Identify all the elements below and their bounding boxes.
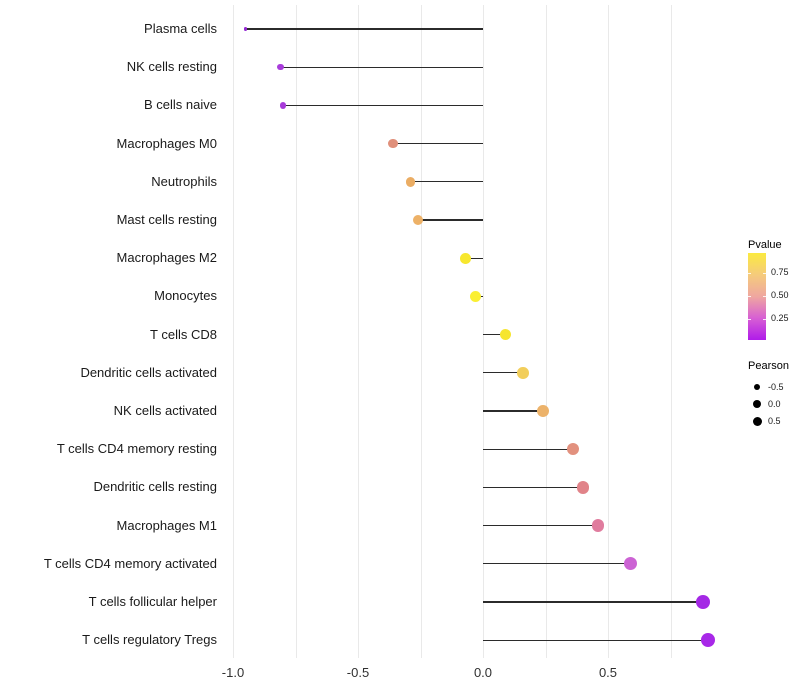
x-tick-label: 0.5 (598, 665, 618, 680)
colorbar-tick-label: 0.50 (771, 290, 789, 300)
lollipop-dot (499, 328, 512, 341)
lollipop-stem (393, 143, 483, 145)
pearson-legend-title: Pearson (748, 360, 789, 372)
lollipop-stem (410, 181, 483, 183)
y-axis-label: B cells naive (144, 97, 217, 113)
lollipop-stem (483, 601, 703, 603)
lollipop-dot (537, 405, 549, 417)
lollipop-dot (566, 443, 580, 456)
y-axis-label: Neutrophils (151, 173, 217, 189)
y-axis-label: Macrophages M0 (116, 135, 217, 151)
lollipop-dot (243, 27, 248, 31)
lollipop-stem (483, 486, 583, 488)
colorbar-tick-label: 0.25 (771, 313, 789, 323)
x-tick-label: 0.0 (473, 665, 493, 680)
gridline (295, 5, 297, 658)
lollipop-stem (483, 448, 573, 450)
pearson-key-label: 0.0 (768, 399, 781, 409)
lollipop-dot (701, 633, 715, 648)
lollipop-stem (418, 219, 483, 221)
colorbar-tick (748, 296, 751, 297)
lollipop-stem (483, 372, 523, 374)
lollipop-stem (483, 525, 598, 527)
lollipop-stem (483, 410, 543, 412)
gridline (608, 5, 609, 658)
lollipop-dot (413, 215, 423, 225)
y-axis-label: Plasma cells (144, 21, 217, 36)
lollipop-dot (388, 138, 398, 149)
y-axis-label: NK cells activated (113, 403, 217, 418)
x-tick-label: -1.0 (221, 665, 245, 680)
lollipop-dot (277, 63, 284, 71)
y-axis-label: T cells CD4 memory activated (43, 555, 217, 571)
y-axis-label: Macrophages M2 (116, 250, 217, 266)
lollipop-stem (245, 28, 483, 30)
pvalue-colorbar (748, 253, 766, 340)
lollipop-dot (696, 595, 710, 609)
pearson-key-dot (754, 384, 761, 391)
y-axis-label: T cells follicular helper (88, 594, 217, 609)
gridline (420, 5, 422, 658)
gridline (483, 5, 484, 658)
y-axis-label: Dendritic cells activated (80, 364, 217, 380)
gridline (545, 5, 547, 658)
lollipop-dot (623, 557, 638, 571)
lollipop-stem (483, 639, 708, 641)
lollipop-dot (591, 519, 605, 532)
lollipop-stem (465, 257, 483, 259)
lollipop-stem (283, 104, 483, 106)
colorbar-tick (748, 273, 751, 274)
lollipop-stem (483, 334, 506, 336)
gridline (358, 5, 359, 658)
lollipop-dot (460, 252, 471, 264)
lollipop-dot (517, 366, 529, 379)
pvalue-legend-title: Pvalue (748, 239, 782, 251)
y-axis-label: T cells CD4 memory resting (56, 441, 217, 457)
lollipop-stem (280, 66, 483, 68)
x-tick-label: -0.5 (346, 665, 370, 680)
colorbar-tick (763, 319, 766, 320)
colorbar-tick (748, 319, 751, 320)
y-axis-label: T cells CD8 (150, 326, 217, 342)
lollipop-dot (576, 481, 590, 494)
pearson-key-dot (752, 416, 763, 427)
lollipop-dot (470, 290, 481, 302)
pearson-key-label: -0.5 (768, 382, 784, 392)
lollipop-stem (483, 563, 631, 565)
gridline (670, 5, 672, 658)
pearson-key-label: 0.5 (768, 416, 781, 426)
lollipop-dot (279, 102, 287, 109)
colorbar-tick (763, 296, 766, 297)
colorbar-tick (763, 273, 766, 274)
lollipop-dot (405, 176, 416, 187)
y-axis-label: Dendritic cells resting (93, 479, 217, 495)
colorbar-tick-label: 0.75 (771, 267, 789, 277)
y-axis-label: Macrophages M1 (116, 517, 217, 533)
y-axis-label: Monocytes (154, 288, 217, 304)
y-axis-label: Mast cells resting (116, 212, 217, 227)
pearson-key-dot (753, 400, 762, 409)
y-axis-label: T cells regulatory Tregs (82, 632, 217, 648)
y-axis-label: NK cells resting (126, 59, 217, 75)
gridline (233, 5, 234, 658)
